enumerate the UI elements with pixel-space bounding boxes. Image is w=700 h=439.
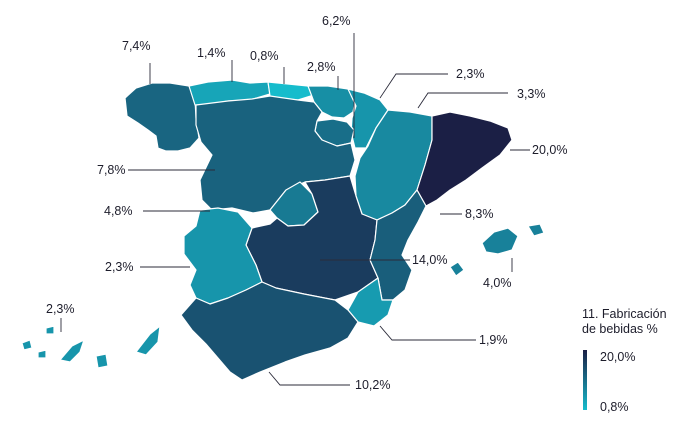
region-canarias[interactable] <box>21 325 161 369</box>
legend-title-line1: 11. Fabricación <box>582 307 667 321</box>
label-galicia: 7,4% <box>122 39 151 53</box>
legend-title-line2: de bebidas % <box>582 322 658 336</box>
legend-color-bar <box>583 350 587 410</box>
label-murcia: 1,9% <box>479 333 508 347</box>
legend-min-label: 0,8% <box>600 400 629 414</box>
label-baleares: 4,0% <box>483 276 512 290</box>
label-canarias: 2,3% <box>46 302 75 316</box>
leader-lines <box>60 33 530 386</box>
label-cataluna: 20,0% <box>532 143 567 157</box>
label-comunidad-valenciana: 8,3% <box>465 207 494 221</box>
region-baleares[interactable] <box>449 223 545 277</box>
label-la-rioja: 6,2% <box>322 14 351 28</box>
region-andalucia[interactable] <box>180 281 359 381</box>
label-aragon: 3,3% <box>517 87 546 101</box>
label-cantabria: 0,8% <box>250 49 279 63</box>
label-castilla-y-leon: 7,8% <box>97 163 126 177</box>
region-comunidad-valenciana[interactable] <box>369 189 427 301</box>
region-galicia[interactable] <box>124 82 200 152</box>
label-navarra: 2,3% <box>456 67 485 81</box>
label-asturias: 1,4% <box>197 46 226 60</box>
label-extremadura: 2,3% <box>105 260 134 274</box>
region-cataluna[interactable] <box>416 111 513 207</box>
label-castilla-la-mancha: 14,0% <box>412 253 447 267</box>
legend: 11. Fabricación de bebidas % 20,0% 0,8% <box>582 307 667 414</box>
label-madrid: 4,8% <box>104 204 133 218</box>
label-pais-vasco: 2,8% <box>307 60 336 74</box>
legend-max-label: 20,0% <box>600 350 635 364</box>
label-andalucia: 10,2% <box>355 378 390 392</box>
